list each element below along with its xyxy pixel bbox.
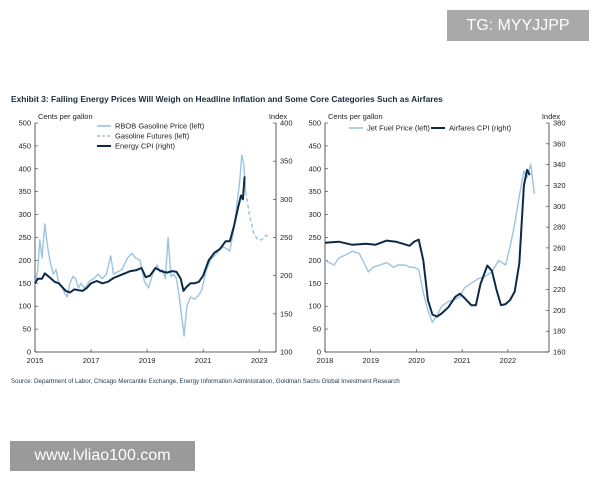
right-axis-title: Index	[269, 112, 288, 121]
left-tick-label: 150	[308, 279, 321, 288]
series-line-2	[34, 176, 246, 294]
left-tick-label: 300	[308, 210, 321, 219]
x-tick-label: 2015	[27, 356, 44, 365]
x-tick-label: 2019	[139, 356, 156, 365]
legend-label-0: Jet Fuel Price (left)	[367, 124, 430, 133]
right-tick-label: 200	[280, 271, 293, 280]
right-tick-label: 350	[280, 157, 293, 166]
legend-label-2: Energy CPI (right)	[115, 142, 176, 151]
url-watermark: www.lvliao100.com	[10, 441, 195, 471]
right-tick-label: 240	[553, 264, 566, 273]
left-tick-label: 150	[18, 279, 31, 288]
right-tick-label: 200	[553, 306, 566, 315]
series-line-0	[34, 154, 247, 337]
left-tick-label: 400	[308, 164, 321, 173]
left-tick-label: 500	[308, 119, 321, 128]
right-tick-label: 180	[553, 327, 566, 336]
right-tick-label: 220	[553, 285, 566, 294]
left-tick-label: 300	[18, 210, 31, 219]
x-tick-label: 2020	[408, 356, 425, 365]
left-tick-label: 0	[27, 348, 31, 357]
left-tick-label: 350	[308, 187, 321, 196]
exhibit-title: Exhibit 3: Falling Energy Prices Will We…	[11, 94, 443, 104]
right-tick-label: 320	[553, 181, 566, 190]
series-line-1	[245, 191, 271, 241]
left-tick-label: 250	[308, 233, 321, 242]
left-tick-label: 350	[18, 187, 31, 196]
left-tick-label: 0	[317, 348, 321, 357]
right-tick-label: 100	[280, 348, 293, 357]
right-tick-label: 150	[280, 309, 293, 318]
x-tick-label: 2021	[454, 356, 471, 365]
left-tick-label: 100	[308, 302, 321, 311]
legend-label-0: RBOB Gasoline Price (left)	[115, 122, 205, 131]
x-tick-label: 2021	[195, 356, 212, 365]
right-tick-label: 380	[553, 119, 566, 128]
left-axis-title: Cents per gallon	[38, 112, 93, 121]
x-tick-label: 2022	[500, 356, 517, 365]
left-tick-label: 450	[18, 141, 31, 150]
right-tick-label: 300	[280, 195, 293, 204]
right-tick-label: 400	[280, 119, 293, 128]
series-line-1	[324, 168, 531, 318]
left-tick-label: 200	[18, 256, 31, 265]
right-tick-label: 280	[553, 223, 566, 232]
x-tick-label: 2017	[83, 356, 100, 365]
left-tick-label: 500	[18, 119, 31, 128]
right-axis-title: Index	[542, 112, 561, 121]
right-tick-label: 300	[553, 202, 566, 211]
right-tick-label: 340	[553, 160, 566, 169]
right-tick-label: 360	[553, 139, 566, 148]
left-tick-label: 200	[308, 256, 321, 265]
right-tick-label: 250	[280, 233, 293, 242]
right-tick-label: 160	[553, 348, 566, 357]
left-axis-title: Cents per gallon	[328, 112, 383, 121]
right-tick-label: 260	[553, 243, 566, 252]
legend-label-1: Airfares CPI (right)	[449, 124, 512, 133]
source-note: Source: Department of Labor, Chicago Mer…	[11, 378, 400, 385]
left-tick-label: 250	[18, 233, 31, 242]
left-tick-label: 400	[18, 164, 31, 173]
left-tick-label: 450	[308, 141, 321, 150]
legend-label-1: Gasoline Futures (left)	[115, 132, 190, 141]
x-tick-label: 2018	[317, 356, 334, 365]
left-tick-label: 50	[313, 325, 321, 334]
x-tick-label: 2019	[362, 356, 379, 365]
series-line-0	[324, 163, 536, 323]
left-tick-label: 100	[18, 302, 31, 311]
x-tick-label: 2023	[251, 356, 268, 365]
left-tick-label: 50	[23, 325, 31, 334]
telegram-watermark: TG: MYYJJPP	[447, 10, 589, 41]
